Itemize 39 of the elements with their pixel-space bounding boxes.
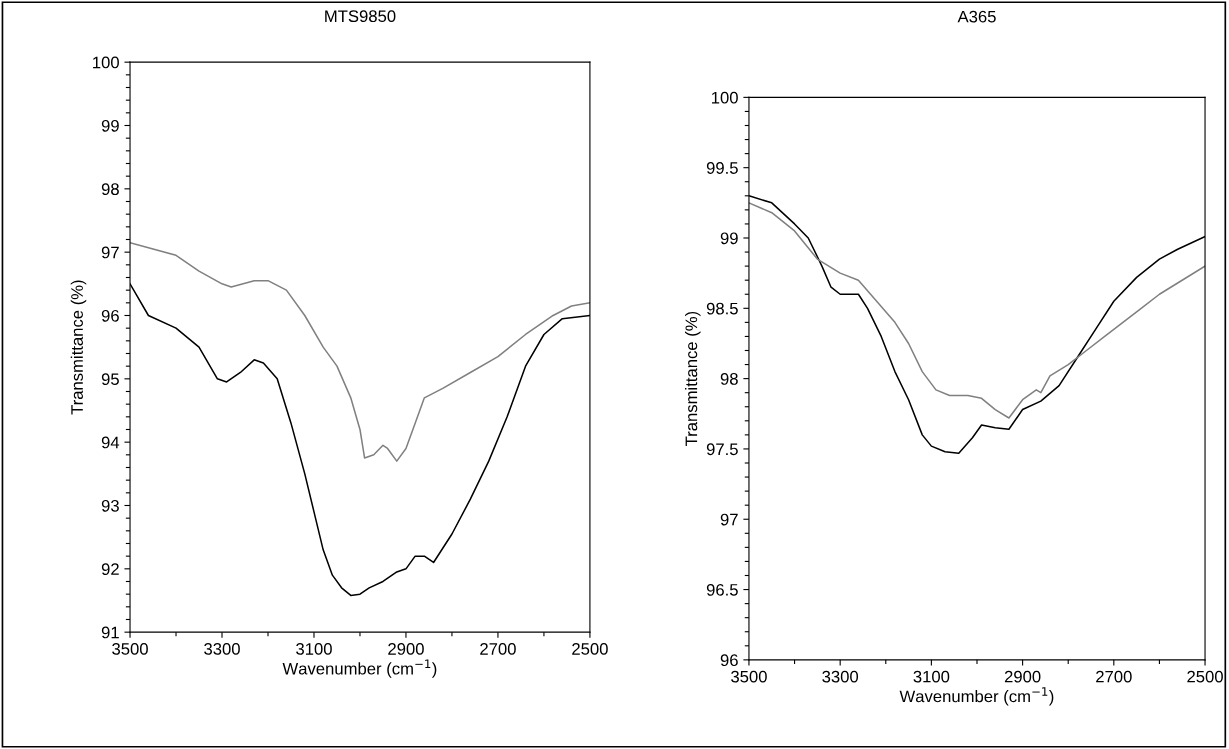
y-tick-label: 96 (101, 309, 119, 322)
x-tick-label: 2700 (480, 643, 516, 655)
x-tick-label: 2900 (388, 643, 424, 655)
y-tick-label: 97 (720, 513, 738, 526)
x-tick-label: 3500 (112, 643, 148, 655)
x-tick-label: 2700 (1096, 670, 1132, 683)
y-tick-label: 93 (101, 499, 119, 512)
x-tick-label: 3100 (913, 670, 950, 683)
x-tick-label: 2500 (572, 643, 608, 655)
y-tick-label: 100 (712, 91, 738, 104)
y-tick-label: 94 (101, 436, 120, 449)
x-tick-label: 2900 (1004, 670, 1041, 683)
x-tick-label: 2500 (1187, 670, 1223, 683)
y-tick-label: 92 (101, 563, 119, 576)
y-tick-label: 98.5 (706, 302, 738, 315)
y-tick-label: 91 (101, 626, 119, 639)
chart-title: MTS9850 (325, 10, 396, 23)
y-tick-label: 98 (720, 373, 738, 385)
x-tick-label: 3300 (204, 643, 240, 655)
x-axis-title: Wavenumber (cm$^{−1}$) (282, 659, 437, 678)
x-tick-label: 3500 (731, 670, 767, 683)
line-series (748, 202, 1206, 419)
y-tick-label: 97.5 (706, 443, 738, 456)
x-tick-label: 3100 (296, 643, 332, 655)
x-tick-label: 3300 (822, 670, 859, 683)
line-series (130, 241, 590, 462)
chart-title: A365 (957, 10, 996, 23)
y-tick-label: 97 (101, 246, 119, 259)
y-axis-title: Transmittance (%) (70, 280, 87, 415)
x-axis-title: Wavenumber (cm$^{−1}$) (899, 687, 1054, 706)
y-tick-label: 98 (101, 183, 119, 196)
y-tick-label: 99 (720, 232, 738, 245)
y-tick-label: 96.5 (706, 583, 738, 596)
y-axis-title: Transmittance (%) (685, 311, 701, 446)
y-tick-label: 99.5 (706, 162, 738, 174)
y-tick-label: 100 (93, 56, 119, 69)
y-tick-label: 95 (101, 373, 119, 386)
y-tick-label: 99 (101, 119, 119, 132)
y-tick-label: 96 (720, 654, 738, 667)
